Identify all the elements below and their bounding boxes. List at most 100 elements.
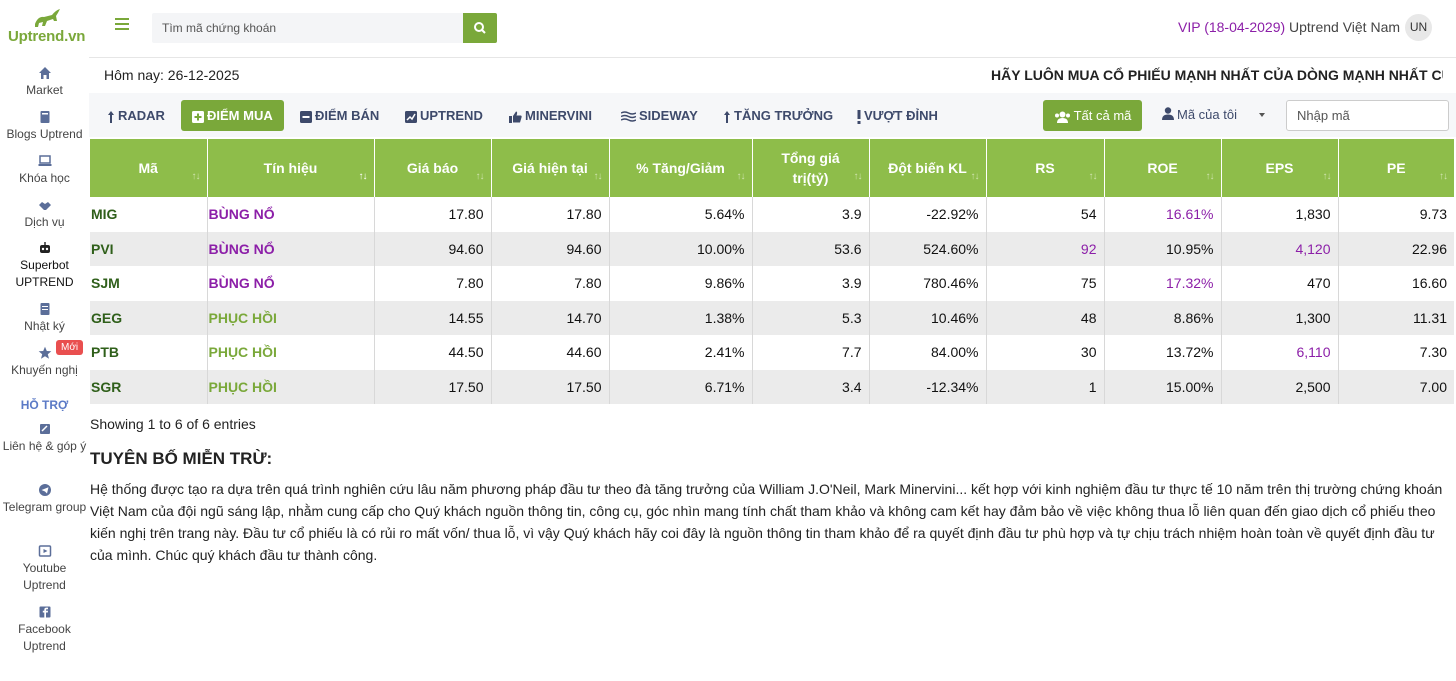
- cell-total-value: 3.4: [752, 369, 870, 404]
- journal-icon: [40, 303, 49, 315]
- column-header-current-price[interactable]: Giá hiện tại ↑↓: [491, 139, 610, 197]
- chevron-down-icon[interactable]: [1259, 113, 1265, 117]
- sidebar-item-label: Youtube Uptrend: [22, 561, 67, 592]
- tab-label: RADAR: [118, 108, 165, 123]
- column-label: PE: [1386, 160, 1406, 176]
- sort-icon: ↑↓: [853, 171, 863, 182]
- sidebar-item-courses[interactable]: Khóa học: [0, 154, 89, 187]
- cell-volume-spike: 84.00%: [869, 335, 987, 370]
- cell-ma[interactable]: GEG: [90, 300, 208, 335]
- column-label: Tổng giá trị(tỷ): [781, 150, 840, 186]
- user-icon: [1162, 107, 1174, 120]
- cell-ma[interactable]: MIG: [90, 197, 208, 232]
- table-row[interactable]: PVI BÙNG NỔ 94.60 94.60 10.00% 53.6 524.…: [90, 231, 1454, 266]
- menu-toggle-icon[interactable]: [115, 18, 129, 32]
- cell-signal: BÙNG NỔ: [207, 231, 375, 266]
- tab-growth[interactable]: TĂNG TRƯỞNG: [717, 100, 839, 131]
- all-codes-button[interactable]: Tất cả mã: [1043, 100, 1142, 131]
- cell-ma[interactable]: SJM: [90, 266, 208, 301]
- my-codes-dropdown[interactable]: Mã của tôi: [1162, 107, 1237, 122]
- sidebar-item-label: Facebook Uptrend: [18, 622, 71, 653]
- user-name[interactable]: Uptrend Việt Nam: [1289, 19, 1401, 35]
- sort-icon: ↑↓: [736, 171, 746, 182]
- avatar[interactable]: UN: [1405, 14, 1432, 41]
- column-header-report-price[interactable]: Giá báo ↑↓: [374, 139, 492, 197]
- sidebar-item-superbot[interactable]: Superbot UPTREND: [0, 241, 89, 291]
- table-row[interactable]: GEG PHỤC HỒI 14.55 14.70 1.38% 5.3 10.46…: [90, 300, 1454, 335]
- cell-pe: 16.60: [1411, 275, 1447, 292]
- cell-total-value: 5.3: [752, 300, 870, 335]
- cell-roe: 10.95%: [1104, 231, 1222, 266]
- cell-current-price: 94.60: [491, 231, 610, 266]
- sort-icon: ↑↓: [358, 171, 368, 182]
- tab-radar[interactable]: RADAR: [101, 100, 171, 131]
- tab-buy-point[interactable]: ĐIỂM MUA: [181, 100, 284, 131]
- column-header-ma[interactable]: Mã ↑↓: [90, 139, 208, 197]
- cell-volume-spike: 10.46%: [869, 300, 987, 335]
- search-input[interactable]: [152, 13, 464, 43]
- cell-current-price: 17.50: [491, 369, 610, 404]
- sort-icon: ↑↓: [970, 171, 980, 182]
- column-label: Giá hiện tại: [512, 160, 588, 176]
- cell-change: 1.38%: [609, 300, 753, 335]
- handshake-icon: [38, 202, 51, 210]
- column-header-pe[interactable]: PE ↑↓: [1338, 139, 1454, 197]
- tab-sell-point[interactable]: ĐIỂM BÁN: [294, 100, 385, 131]
- cell-volume-spike: 780.46%: [869, 266, 987, 301]
- sort-icon: ↑↓: [1088, 171, 1098, 182]
- cell-report-price: 44.50: [374, 335, 492, 370]
- cell-ma[interactable]: PVI: [90, 231, 208, 266]
- sidebar-item-journal[interactable]: Nhật ký: [0, 302, 89, 335]
- slogan-marquee: HÃY LUÔN MUA CỔ PHIẾU MẠNH NHẤT CỦA DÒNG…: [991, 67, 1443, 83]
- table-header-row: Mã ↑↓ Tín hiệu ↑↓ Giá báo ↑↓ Giá hiện tại ↑↓…: [90, 139, 1454, 197]
- table-row[interactable]: SJM BÙNG NỔ 7.80 7.80 9.86% 3.9 780.46% …: [90, 266, 1454, 301]
- thumbs-up-icon: [509, 111, 522, 123]
- cell-report-price: 17.50: [374, 369, 492, 404]
- cell-total-value: 3.9: [752, 266, 870, 301]
- new-badge: Mới: [56, 340, 84, 355]
- column-header-change[interactable]: % Tăng/Giảm ↑↓: [609, 139, 753, 197]
- cell-pe: 7.00: [1419, 378, 1447, 395]
- cell-volume-spike: -22.92%: [869, 197, 987, 232]
- column-header-total-value[interactable]: Tổng giá trị(tỷ) ↑↓: [752, 139, 870, 197]
- tab-minervini[interactable]: MINERVINI: [503, 100, 598, 131]
- book-icon: [40, 111, 49, 123]
- cell-change: 9.86%: [609, 266, 753, 301]
- column-header-rs[interactable]: RS ↑↓: [986, 139, 1105, 197]
- logo[interactable]: Uptrend.vn: [8, 6, 86, 50]
- table-row[interactable]: SGR PHỤC HỒI 17.50 17.50 6.71% 3.4 -12.3…: [90, 369, 1454, 404]
- table-row[interactable]: MIG BÙNG NỔ 17.80 17.80 5.64% 3.9 -22.92…: [90, 197, 1454, 232]
- column-header-volume-spike[interactable]: Đột biến KL ↑↓: [869, 139, 987, 197]
- vip-status[interactable]: VIP (18-04-2029): [1178, 19, 1286, 35]
- sidebar-item-market[interactable]: Market: [0, 66, 89, 99]
- sidebar-item-facebook[interactable]: Facebook Uptrend: [0, 605, 89, 655]
- column-label: ROE: [1147, 160, 1178, 176]
- brand-name: Uptrend.vn: [8, 28, 86, 45]
- cell-eps: 2,500: [1221, 369, 1339, 404]
- cell-ma[interactable]: SGR: [90, 369, 208, 404]
- sidebar-item-feedback[interactable]: Liên hệ & góp ý: [0, 422, 89, 455]
- sidebar-item-youtube[interactable]: Youtube Uptrend: [0, 544, 89, 594]
- cell-total-value: 7.7: [752, 335, 870, 370]
- column-header-roe[interactable]: ROE ↑↓: [1104, 139, 1222, 197]
- tab-sideway[interactable]: SIDEWAY: [615, 100, 704, 131]
- sidebar-item-recommendations[interactable]: Khuyến nghị: [0, 346, 89, 379]
- column-header-eps[interactable]: EPS ↑↓: [1221, 139, 1339, 197]
- cell-signal: PHỤC HỒI: [207, 369, 375, 404]
- column-label: EPS: [1265, 160, 1294, 176]
- sort-icon: ↑↓: [1322, 171, 1332, 182]
- sidebar-item-blogs[interactable]: Blogs Uptrend: [0, 110, 89, 143]
- cell-ma[interactable]: PTB: [90, 335, 208, 370]
- code-input[interactable]: [1286, 100, 1449, 131]
- tab-uptrend[interactable]: UPTREND: [399, 100, 489, 131]
- sidebar-item-services[interactable]: Dịch vụ: [0, 198, 89, 231]
- table-row[interactable]: PTB PHỤC HỒI 44.50 44.60 2.41% 7.7 84.00…: [90, 335, 1454, 370]
- column-header-signal[interactable]: Tín hiệu ↑↓: [207, 139, 375, 197]
- search-button[interactable]: [463, 13, 497, 43]
- cell-volume-spike: 524.60%: [869, 231, 987, 266]
- tab-breakout[interactable]: VƯỢT ĐỈNH: [851, 100, 944, 131]
- sidebar-item-telegram[interactable]: Telegram group: [0, 483, 89, 516]
- top-header: VIP (18-04-2029) Uptrend Việt Nam UN: [89, 0, 1456, 58]
- cell-roe: 15.00%: [1104, 369, 1222, 404]
- sort-icon: ↑↓: [475, 171, 485, 182]
